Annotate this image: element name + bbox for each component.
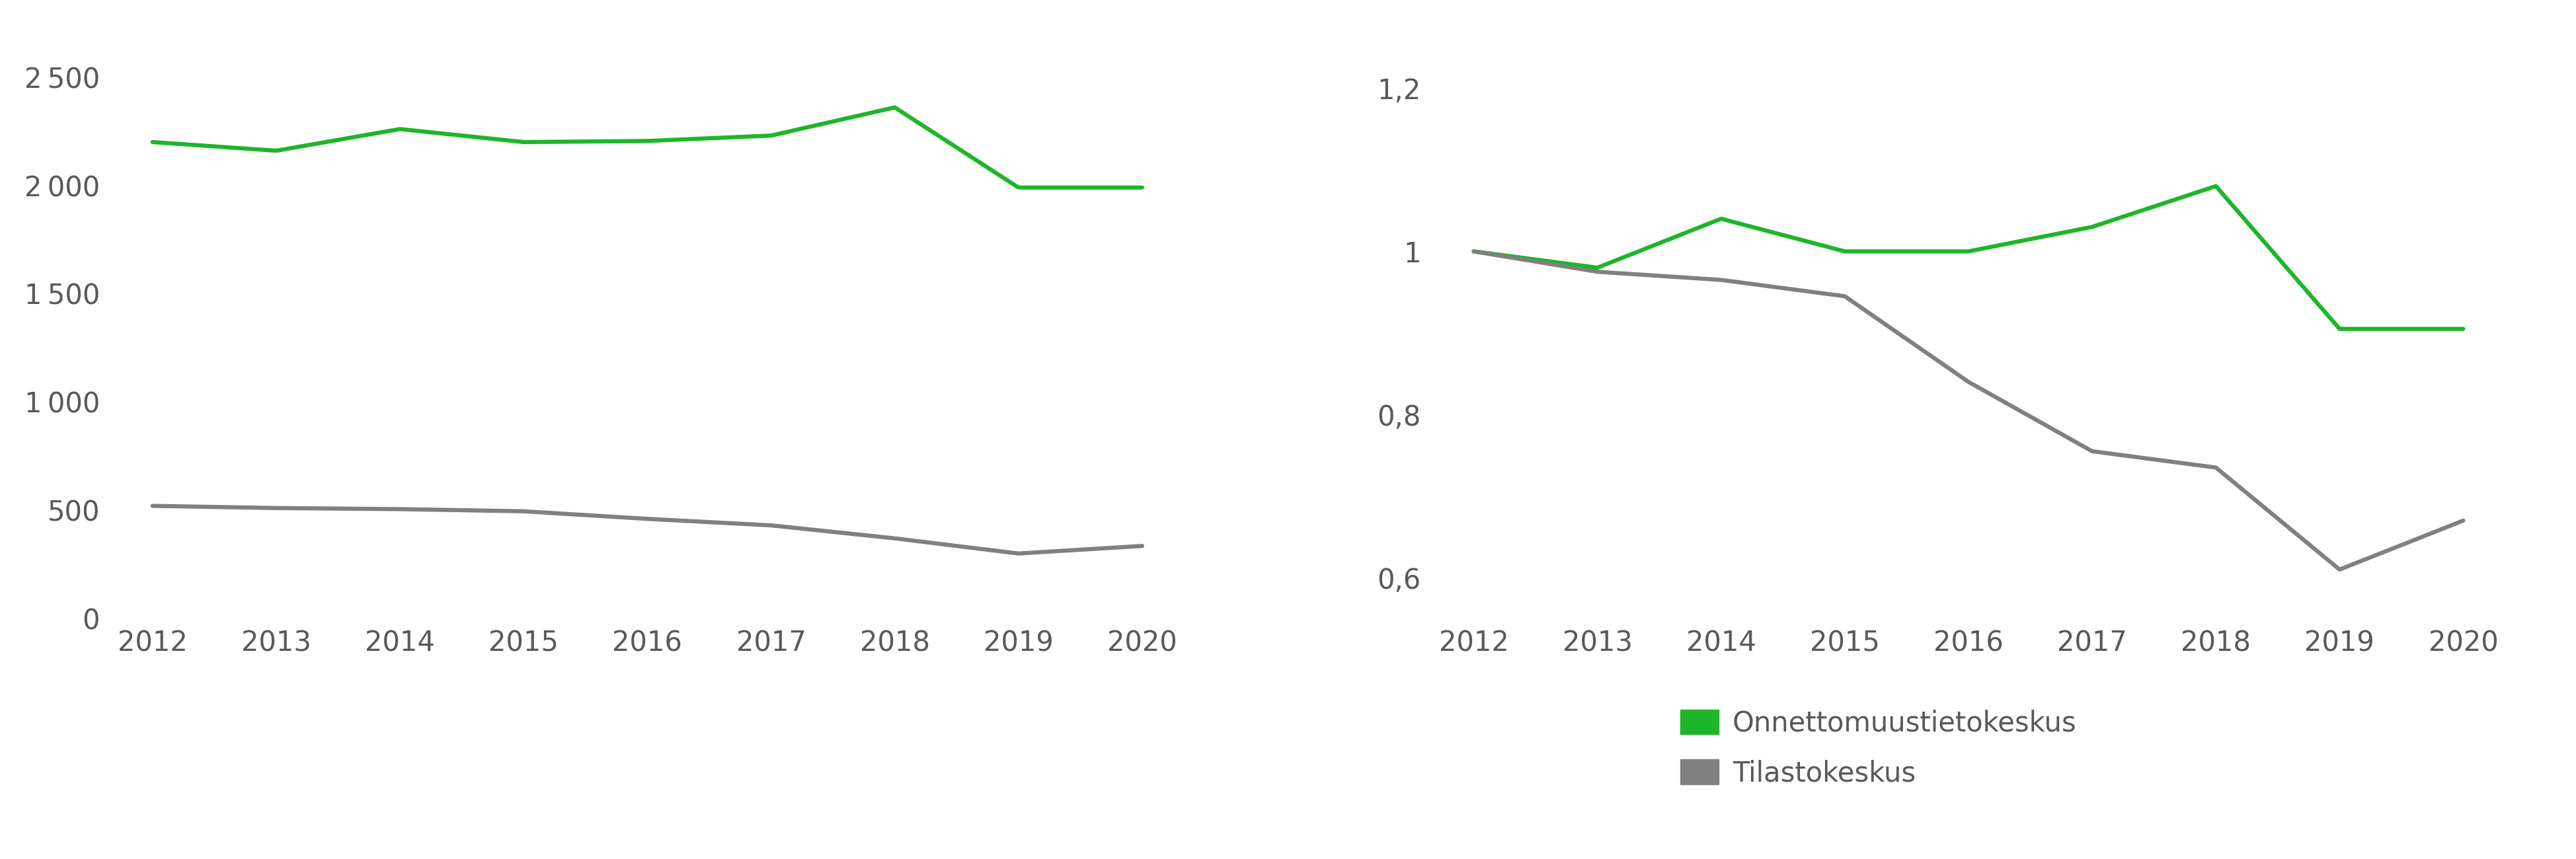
Legend: Onnettomuustietokeskus, Tilastokeskus: Onnettomuustietokeskus, Tilastokeskus — [1680, 710, 2076, 787]
